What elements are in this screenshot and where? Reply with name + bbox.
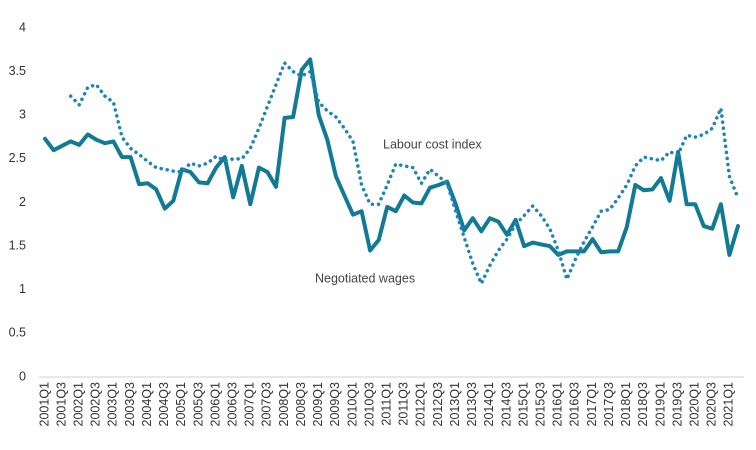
y-tick-label: 3.5: [9, 64, 26, 78]
y-tick-label: 4: [19, 20, 26, 34]
series-annotation: Labour cost index: [383, 137, 482, 151]
x-tick-label: 2004Q1: [140, 382, 154, 427]
series-annotation: Negotiated wages: [315, 271, 415, 285]
x-tick-label: 2007Q1: [243, 382, 257, 427]
y-tick-label: 2: [19, 195, 26, 209]
x-tick-label: 2015Q1: [516, 382, 530, 427]
x-tick-label: 2014Q3: [499, 382, 513, 427]
x-tick-label: 2006Q1: [208, 382, 222, 427]
x-tick-label: 2008Q3: [294, 382, 308, 427]
x-tick-label: 2021Q1: [722, 382, 736, 427]
y-tick-label: 2.5: [9, 151, 26, 165]
x-tick-label: 2011Q3: [397, 382, 411, 426]
x-tick-label: 2003Q1: [106, 382, 120, 427]
x-tick-label: 2018Q1: [619, 382, 633, 427]
x-tick-label: 2003Q3: [123, 382, 137, 427]
x-tick-label: 2004Q3: [157, 382, 171, 427]
x-tick-label: 2017Q1: [585, 382, 599, 427]
x-tick-label: 2012Q1: [414, 382, 428, 427]
y-tick-label: 1: [19, 282, 26, 296]
series-line: [68, 61, 740, 286]
x-tick-label: 2019Q1: [653, 382, 667, 427]
x-tick-label: 2016Q1: [551, 382, 565, 427]
x-tick-label: 2013Q1: [448, 382, 462, 427]
x-tick-label: 2010Q1: [345, 382, 359, 427]
x-tick-label: 2002Q3: [89, 382, 103, 427]
x-tick-label: 2001Q1: [37, 382, 51, 427]
x-tick-label: 2005Q1: [174, 382, 188, 427]
x-tick-label: 2013Q3: [465, 382, 479, 427]
x-tick-label: 2009Q3: [328, 382, 342, 427]
x-tick-label: 2009Q1: [311, 382, 325, 427]
y-tick-label: 0: [19, 369, 26, 383]
x-tick-label: 2019Q3: [670, 382, 684, 427]
x-tick-label: 2012Q3: [431, 382, 445, 427]
x-tick-label: 2020Q1: [688, 382, 702, 427]
series-line: [43, 57, 740, 257]
x-tick-label: 2015Q3: [534, 382, 548, 427]
x-tick-label: 2014Q1: [482, 382, 496, 427]
y-tick-label: 3: [19, 108, 26, 122]
x-tick-label: 2011Q1: [380, 382, 394, 426]
x-tick-label: 2001Q3: [54, 382, 68, 427]
x-tick-label: 2008Q1: [277, 382, 291, 427]
x-tick-label: 2010Q3: [362, 382, 376, 427]
x-tick-label: 2016Q3: [568, 382, 582, 427]
y-tick-label: 0.5: [9, 326, 26, 340]
y-tick-label: 1.5: [9, 238, 26, 252]
x-tick-label: 2018Q3: [636, 382, 650, 427]
x-tick-label: 2020Q3: [705, 382, 719, 427]
x-tick-label: 2006Q3: [226, 382, 240, 427]
x-tick-label: 2005Q3: [191, 382, 205, 427]
x-tick-label: 2007Q3: [260, 382, 274, 427]
x-tick-label: 2017Q3: [602, 382, 616, 427]
x-tick-label: 2002Q1: [72, 382, 86, 427]
